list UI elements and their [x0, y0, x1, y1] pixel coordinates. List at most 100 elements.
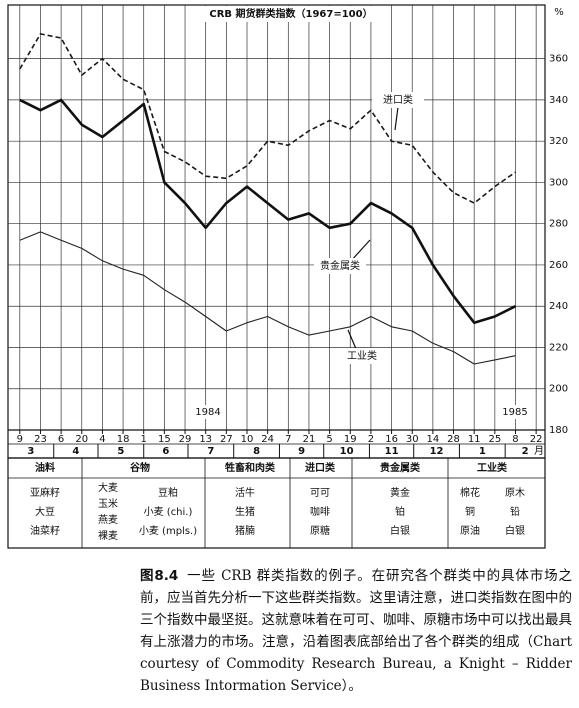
table-item: 白银: [505, 524, 525, 537]
table-header: 谷物: [130, 461, 150, 474]
series-label-bg: [314, 258, 366, 274]
table-item: 活牛: [235, 486, 255, 499]
y-tick-label: 280: [549, 219, 568, 230]
table-item: 玉米: [98, 497, 118, 510]
y-tick-label: 360: [549, 54, 568, 65]
month-label: 6: [162, 446, 169, 457]
caption: 图8.4 一些 CRB 群类指数的例子。在研究各个群类中的具体市场之前，应当首先分…: [140, 565, 572, 697]
x-tick-label: 18: [117, 434, 130, 445]
x-tick-label: 30: [406, 434, 419, 445]
frame: [7, 4, 546, 459]
x-tick-label: 22: [530, 434, 543, 445]
y-unit: %: [554, 7, 564, 18]
x-tick-label: 2: [368, 434, 374, 445]
caption-label: 图8.4: [140, 568, 179, 584]
x-unit: 月: [534, 445, 544, 457]
table-item: 生猪: [235, 505, 255, 518]
x-tick-label: 21: [303, 434, 316, 445]
x-tick-label: 15: [158, 434, 171, 445]
x-tick-label: 28: [447, 434, 460, 445]
x-tick-label: 16: [385, 434, 398, 445]
series-label: 进口类: [383, 93, 413, 106]
table-item: 可可: [310, 488, 330, 499]
series-label-bg: [372, 92, 424, 108]
table-item: 咖啡: [310, 506, 330, 518]
month-label: 1: [479, 446, 486, 457]
x-tick-label: 7: [285, 434, 291, 445]
x-tick-label: 25: [488, 434, 501, 445]
label-leader: [394, 106, 399, 131]
table-header: 牲畜和肉类: [225, 461, 275, 474]
table-item: 油菜籽: [30, 524, 60, 537]
y-tick-label: 220: [549, 342, 568, 353]
table-item: 大麦: [98, 481, 118, 494]
title-bg: [202, 6, 380, 22]
x-tick-label: 20: [75, 434, 88, 445]
x-tick-label: 24: [261, 434, 274, 445]
x-tick-label: 4: [99, 434, 105, 445]
table-item: 白银: [390, 524, 410, 537]
table-item: 裸麦: [98, 529, 118, 542]
table-item: 铂: [395, 505, 405, 518]
series-line: [19, 231, 516, 365]
table-item: 猪腩: [235, 524, 255, 537]
year-label: 1984: [195, 407, 220, 418]
table-header: 进口类: [305, 461, 335, 474]
table-item: 黄金: [390, 486, 410, 499]
y-tick-label: 320: [549, 136, 568, 147]
y-tick-label: 300: [549, 177, 568, 188]
month-label: 2: [522, 446, 529, 457]
series-label-bg: [336, 348, 388, 364]
table-item: 原木: [505, 487, 525, 499]
table-item: 原油: [460, 524, 480, 537]
table-header: 工业类: [477, 461, 507, 474]
x-tick-label: 6: [58, 434, 64, 445]
month-label: 3: [27, 446, 34, 457]
month-label: 12: [430, 446, 444, 457]
month-label: 5: [117, 446, 124, 457]
x-tick-label: 19: [344, 434, 357, 445]
y-tick-label: 260: [549, 260, 568, 271]
x-tick-label: 11: [468, 434, 481, 445]
table-item: 燕麦: [98, 514, 118, 526]
year-label-bg: [499, 405, 531, 419]
year-label-bg: [192, 405, 224, 419]
month-label: 10: [340, 446, 354, 457]
series-label: 贵金属类: [320, 259, 360, 272]
x-tick-label: 14: [427, 434, 440, 445]
table-item: 原糖: [310, 524, 330, 537]
x-tick-label: 8: [512, 434, 518, 445]
month-label: 7: [207, 446, 214, 457]
chart-title: CRB 期货群类指数（1967=100）: [209, 7, 372, 20]
x-tick-label: 13: [199, 434, 212, 445]
table-frame: [7, 457, 546, 549]
x-tick-label: 9: [17, 434, 23, 445]
x-tick-label: 10: [241, 434, 254, 445]
table-item: 棉花: [460, 486, 480, 499]
x-tick-label: 23: [34, 434, 47, 445]
x-tick-label: 1: [141, 434, 147, 445]
y-tick-label: 240: [549, 301, 568, 312]
series-line: [19, 33, 516, 204]
year-label: 1985: [502, 407, 527, 418]
table-item: 大豆: [35, 505, 55, 518]
y-tick-label: 200: [549, 384, 568, 395]
table-header: 贵金属类: [380, 461, 420, 474]
table-header: 油料: [35, 461, 55, 474]
x-tick-label: 5: [326, 434, 332, 445]
table-item: 小麦 (chi.): [144, 506, 193, 518]
table-item: 亚麻籽: [30, 486, 60, 499]
x-tick-label: 29: [179, 434, 192, 445]
series-line: [19, 98, 517, 324]
y-tick-label: 180: [549, 425, 568, 436]
table-item: 小麦 (mpls.): [139, 525, 197, 537]
month-label: 8: [253, 446, 260, 457]
y-tick-label: 340: [549, 95, 568, 106]
table-item: 铜: [465, 506, 475, 518]
month-label: 11: [385, 446, 399, 457]
table-item: 铅: [510, 505, 520, 518]
month-label: 9: [298, 446, 305, 457]
x-tick-label: 27: [220, 434, 233, 445]
